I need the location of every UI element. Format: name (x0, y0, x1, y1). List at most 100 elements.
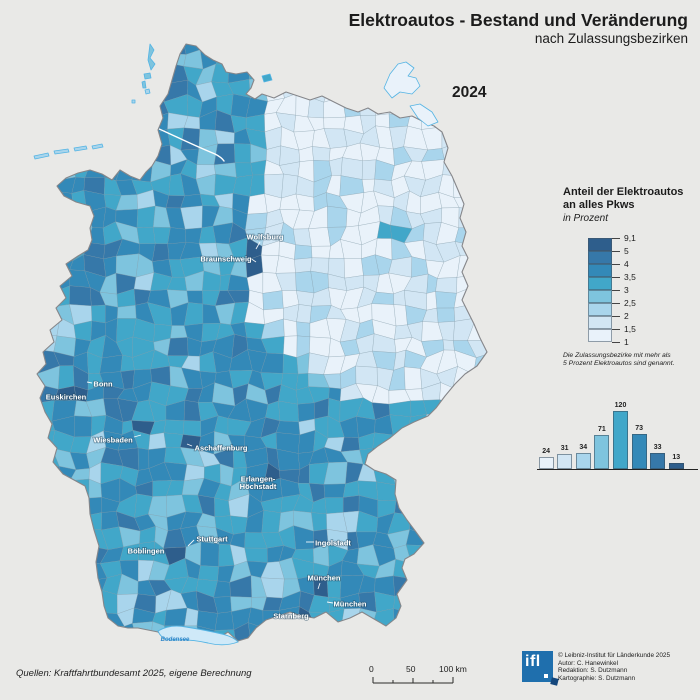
city-label: München (334, 600, 367, 609)
district-cell (91, 304, 106, 324)
district-cell (483, 209, 487, 224)
district-cell (42, 81, 60, 101)
district-cell (37, 111, 43, 128)
district-cell (485, 559, 487, 580)
district-cell (388, 113, 411, 128)
district-cell (56, 93, 77, 114)
district-cell (213, 143, 236, 166)
island-ruegen (383, 61, 421, 99)
district-cell (407, 452, 427, 465)
district-cell (37, 333, 39, 351)
district-cell (403, 592, 425, 614)
district-cell (115, 46, 140, 68)
district-cell (310, 63, 332, 86)
district-cell (99, 354, 123, 374)
district-cell (323, 621, 342, 641)
district-cell (472, 483, 487, 498)
district-cell (426, 44, 441, 51)
legend-tick-label: 1,5 (624, 324, 636, 334)
district-cell (437, 573, 460, 598)
district-cell (473, 368, 487, 389)
district-cell (438, 512, 459, 534)
district-cell (294, 244, 313, 260)
district-cell (37, 579, 44, 596)
district-cell (163, 419, 185, 435)
district-cell (40, 481, 61, 502)
city-label: Wolfsburg (247, 233, 284, 242)
district-cell (52, 46, 76, 67)
district-cell (37, 607, 45, 627)
district-cell (137, 114, 156, 134)
district-cell (355, 61, 375, 87)
district-cell (392, 623, 411, 641)
district-cell (403, 483, 424, 500)
district-cell (491, 640, 503, 660)
district-cell (72, 609, 92, 630)
district-cell (37, 349, 39, 375)
district-cell (454, 109, 473, 129)
district-cell (164, 607, 188, 627)
district-cell (483, 93, 487, 118)
district-cell (37, 47, 59, 66)
district-cell (483, 144, 487, 163)
district-cell (474, 624, 487, 641)
district-cell (198, 565, 220, 582)
leader-line (133, 434, 142, 438)
district-cell (42, 498, 61, 516)
district-cell (342, 96, 361, 118)
district-cell (167, 53, 187, 67)
district-cell (393, 304, 408, 327)
district-cell (86, 98, 107, 119)
district-cell (75, 44, 93, 51)
district-cell (329, 63, 349, 87)
district-cell (468, 270, 487, 289)
district-cell (102, 80, 119, 103)
district-cell (310, 44, 329, 55)
district-cell (37, 238, 40, 261)
district-cell (37, 511, 57, 535)
district-cell (200, 541, 220, 567)
district-cell (419, 592, 441, 613)
district-cell (483, 543, 487, 567)
district-cell (260, 639, 278, 641)
district-cell (37, 445, 44, 470)
district-cell (488, 222, 502, 244)
histogram-bar (594, 434, 610, 469)
island-east-frisian-4 (91, 143, 104, 150)
district-cell (37, 44, 43, 48)
district-cell (390, 44, 412, 54)
district-cell (483, 525, 487, 551)
district-cell (311, 146, 331, 162)
label-leader-lines (86, 241, 334, 604)
legend-note-line2: 5 Prozent Elektroautos sind genannt. (563, 360, 675, 368)
histogram-bar (650, 453, 666, 469)
district-cell (167, 337, 189, 357)
district-cell (296, 304, 312, 324)
lake-label: Bodensee (161, 637, 190, 643)
district-cell (52, 64, 74, 87)
page-subtitle: nach Zulassungsbezirken (534, 31, 688, 46)
district-cell (458, 207, 475, 229)
city-label: Wiesbaden (93, 436, 133, 445)
district-cell (452, 127, 470, 147)
district-cell (102, 44, 123, 54)
legend-swatch (588, 251, 612, 264)
credit-lines: © Leibniz-Institut für Länderkunde 2025 … (558, 652, 670, 683)
legend-note: Die Zulassungsbezirke mit mehr als 5 Pro… (563, 352, 674, 368)
district-cell (483, 158, 487, 180)
district-cell (86, 45, 109, 71)
district-cell (37, 431, 44, 448)
district-cell (467, 592, 487, 612)
histogram-bar-value: 24 (542, 448, 550, 456)
district-cell (491, 398, 500, 419)
district-cell (486, 574, 487, 596)
source-note: Quellen: Kraftfahrtbundesamt 2025, eigen… (16, 668, 252, 679)
lake-bodensee (157, 625, 239, 646)
island-east-frisian-3 (73, 145, 88, 152)
district-cell (405, 434, 427, 455)
district-cell (423, 399, 443, 415)
district-cell (102, 45, 125, 68)
district-cell (283, 335, 298, 358)
city-label: München (308, 574, 341, 583)
